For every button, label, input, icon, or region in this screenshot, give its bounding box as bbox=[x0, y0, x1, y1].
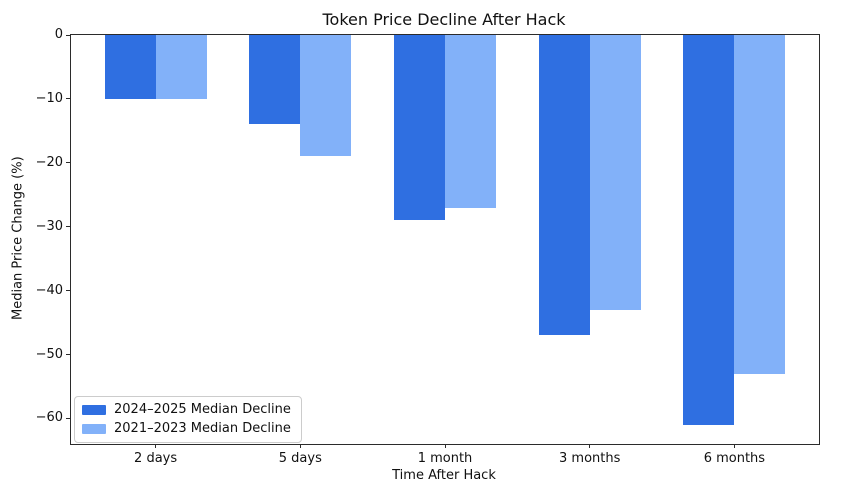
y-tick-mark-20 bbox=[66, 162, 70, 164]
bar-2021-2023-median-decline-5-days bbox=[300, 35, 352, 156]
y-tick-mark-50 bbox=[66, 354, 70, 355]
bars-layer bbox=[71, 35, 819, 444]
x-tick-mark-3-months bbox=[589, 444, 591, 448]
y-tick-mark-60 bbox=[66, 417, 70, 419]
legend-item-2024-2025-median-decline: 2024–2025 Median Decline bbox=[82, 402, 291, 418]
legend-item-2021-2023-median-decline: 2021–2023 Median Decline bbox=[82, 421, 291, 437]
bar-2024-2025-median-decline-2-days bbox=[104, 35, 156, 99]
y-tick-label-50: −50 bbox=[35, 346, 63, 362]
bar-2021-2023-median-decline-3-months bbox=[589, 35, 641, 310]
y-axis-ticks: 0 −10 −20 −30 −40 −50 −60 bbox=[36, 27, 819, 444]
bar-2024-2025-median-decline-1-month bbox=[394, 35, 445, 220]
bar-2024-2025-median-decline-5-days bbox=[249, 35, 301, 124]
chart-title: Token Price Decline After Hack bbox=[322, 10, 566, 29]
legend: 2024–2025 Median Decline 2021–2023 Median… bbox=[74, 396, 302, 443]
y-tick-label-60: −60 bbox=[35, 410, 63, 426]
bar-2024-2025-median-decline-6-months bbox=[683, 35, 735, 425]
y-tick-label-10: −10 bbox=[35, 90, 63, 106]
legend-label: 2021–2023 Median Decline bbox=[114, 421, 291, 436]
x-tick-mark-2-days bbox=[155, 444, 157, 448]
legend-swatch-icon bbox=[82, 424, 106, 434]
bar-2024-2025-median-decline-3-months bbox=[538, 35, 590, 335]
x-tick-label-6-months: 6 months bbox=[703, 451, 766, 466]
y-tick-label-40: −40 bbox=[35, 282, 63, 298]
bar-2021-2023-median-decline-6-months bbox=[734, 35, 786, 374]
y-tick-label-30: −30 bbox=[35, 218, 63, 234]
y-tick-mark-40 bbox=[66, 290, 70, 292]
y-tick-label-0: 0 bbox=[54, 27, 63, 42]
y-tick-mark-30 bbox=[66, 226, 70, 228]
plot-area: 0 −10 −20 −30 −40 −50 −60 2 days 5 days 1 month 3… bbox=[36, 27, 820, 466]
legend-label: 2024–2025 Median Decline bbox=[114, 402, 291, 417]
y-tick-label-20: −20 bbox=[35, 154, 63, 170]
x-tick-mark-5-days bbox=[299, 444, 301, 448]
y-tick-mark-10 bbox=[66, 98, 70, 100]
x-tick-label-5-days: 5 days bbox=[278, 451, 322, 466]
x-tick-label-3-months: 3 months bbox=[559, 451, 621, 466]
legend-swatch-icon bbox=[82, 405, 106, 415]
x-tick-mark-6-months bbox=[733, 444, 735, 448]
x-tick-label-2-days: 2 days bbox=[134, 451, 178, 466]
x-tick-mark-1-month bbox=[444, 444, 446, 448]
x-axis-label: Time After Hack bbox=[392, 468, 496, 483]
bar-2021-2023-median-decline-1-month bbox=[445, 35, 496, 208]
y-tick-mark-0 bbox=[66, 34, 70, 36]
x-axis-ticks: 2 days 5 days 1 month 3 months 6 months bbox=[71, 35, 819, 466]
x-tick-label-1-month: 1 month bbox=[417, 451, 473, 466]
bar-2021-2023-median-decline-2-days bbox=[155, 35, 207, 99]
